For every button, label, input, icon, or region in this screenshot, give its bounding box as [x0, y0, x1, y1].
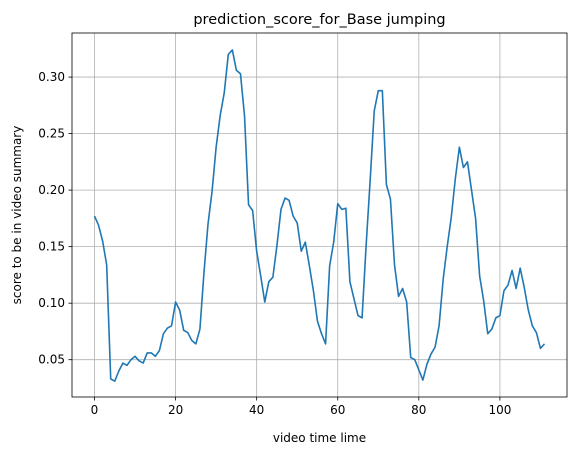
y-axis-label: score to be in video summary — [10, 126, 24, 305]
x-tick-label: 100 — [488, 403, 511, 417]
chart-title: prediction_score_for_Base jumping — [193, 12, 445, 28]
y-tick-label: 0.10 — [38, 296, 65, 310]
y-tick-label: 0.25 — [38, 127, 65, 141]
gridlines — [72, 33, 567, 397]
y-tick-label: 0.30 — [38, 70, 65, 84]
x-tick-label: 40 — [249, 403, 264, 417]
x-tick-label: 60 — [330, 403, 345, 417]
x-axis-label: video time lime — [273, 431, 366, 445]
y-tick-label: 0.15 — [38, 240, 65, 254]
x-tick-label: 0 — [91, 403, 99, 417]
x-tick-label: 20 — [168, 403, 183, 417]
y-axis-ticks: 0.05 0.10 0.15 0.20 0.25 0.30 — [38, 70, 72, 367]
plot-area — [72, 33, 567, 397]
x-axis-ticks: 0 20 40 60 80 100 — [91, 397, 511, 417]
series-line — [93, 49, 546, 382]
plot-frame — [71, 32, 568, 398]
y-tick-label: 0.20 — [38, 183, 65, 197]
x-tick-label: 80 — [411, 403, 426, 417]
y-tick-label: 0.05 — [38, 353, 65, 367]
